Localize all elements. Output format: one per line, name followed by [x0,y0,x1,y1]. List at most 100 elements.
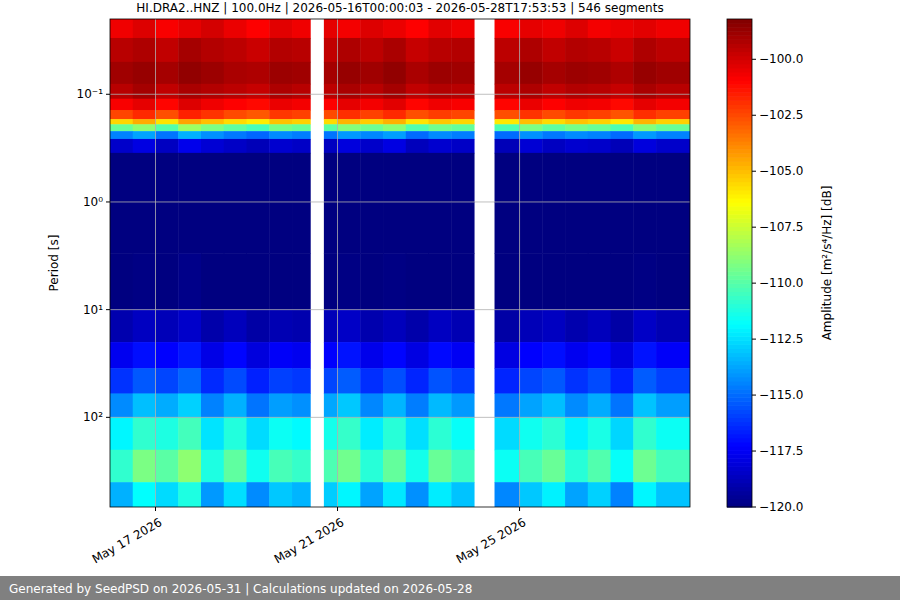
colorbar-step [727,426,752,431]
cell [656,119,690,125]
cell [224,202,247,254]
cell [520,310,543,343]
colorbar-step [727,153,752,158]
cell [406,99,429,111]
cell [247,38,270,62]
cell [201,417,224,450]
colorbar-step [727,100,752,105]
colorbar-step [727,348,752,353]
colorbar-step [727,104,752,109]
colorbar-step [727,64,752,69]
cell [429,253,452,310]
colorbar-step [727,413,752,418]
colorbar-step [727,72,752,77]
cell [542,131,565,139]
cell [565,368,588,394]
colorbar-step [727,145,752,150]
cell [520,119,543,125]
cell [406,131,429,139]
cell [451,253,474,310]
colorbar-step [727,210,752,215]
tick [752,171,756,172]
cell [565,417,588,450]
cell [451,202,474,254]
cell [520,393,543,417]
cell [292,84,311,99]
cell [588,253,611,310]
cell [611,131,634,139]
cell [269,253,292,310]
cell [360,131,383,139]
cell [247,153,270,203]
cell [588,342,611,369]
colorbar-step [727,287,752,292]
cell [201,38,224,62]
cell [247,119,270,125]
cell [201,482,224,507]
cell [247,202,270,254]
cell [520,110,543,120]
colorbar-step [727,149,752,154]
colorbar-step [727,19,752,24]
grid-line [519,19,520,507]
cell [201,62,224,84]
cell [542,62,565,84]
colorbar-step [727,194,752,199]
cell [201,393,224,417]
cell [201,310,224,343]
cell [520,482,543,507]
cell [156,482,179,507]
cell [565,38,588,62]
cell [324,253,338,310]
cell [656,124,690,131]
cell [178,417,201,450]
cell [588,153,611,203]
colorbar-step [727,47,752,52]
cell [611,310,634,343]
cell [542,19,565,38]
colorbar-step [727,418,752,423]
colorbar-step [727,165,752,170]
cell [451,19,474,38]
cell [360,38,383,62]
cell [201,19,224,38]
cell [110,253,133,310]
cell [633,99,656,111]
cell [495,393,521,417]
cell [565,110,588,120]
cell [247,482,270,507]
colorbar-step [727,117,752,122]
cell [520,450,543,483]
colorbar-step [727,198,752,203]
cell [178,38,201,62]
cell [565,482,588,507]
cell [178,253,201,310]
cell [292,124,311,131]
cell [110,417,133,450]
tick-label: 10⁰ [83,195,103,209]
cell [495,119,521,125]
cell [495,124,521,131]
cell [224,482,247,507]
colorbar-step [727,263,752,268]
cell [429,342,452,369]
cell [178,124,201,131]
cell [247,84,270,99]
cell [178,342,201,369]
cell [406,253,429,310]
cell [429,131,452,139]
cell [247,450,270,483]
cell [156,110,179,120]
cell [495,310,521,343]
cell [224,62,247,84]
cell [178,202,201,254]
tick-label: May 21 2026 [272,515,347,566]
cell [156,124,179,131]
colorbar-step [727,169,752,174]
cell [520,62,543,84]
cell [324,202,338,254]
cell [633,482,656,507]
cell [156,310,179,343]
cell [324,342,338,369]
cell [495,368,521,394]
